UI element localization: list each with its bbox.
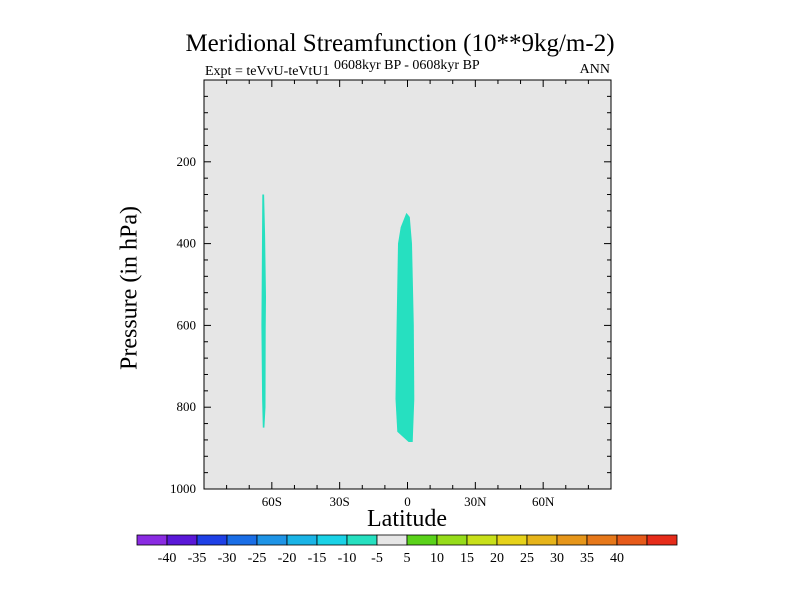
colorbar-swatch: [646, 534, 678, 546]
colorbar-swatch: [406, 534, 438, 546]
chart-title: Meridional Streamfunction (10**9kg/m-2): [185, 30, 615, 57]
colorbar-swatch: [166, 534, 198, 546]
colorbar-swatch: [466, 534, 498, 546]
colorbar-label: -20: [278, 551, 297, 566]
colorbar-swatch: [346, 534, 378, 546]
contour-region-1: [261, 194, 266, 428]
colorbar-swatch: [136, 534, 168, 546]
x-tick-label: 0: [404, 494, 411, 509]
y-tick-label: 1000: [170, 481, 196, 496]
colorbar-swatch: [556, 534, 588, 546]
colorbar-label: -40: [158, 551, 177, 566]
colorbar-label: -25: [248, 551, 267, 566]
colorbar-label: -15: [308, 551, 327, 566]
y-tick-label: 800: [177, 399, 197, 414]
experiment-label: Expt = teVvU-teVtU1: [205, 64, 330, 79]
colorbar-label: -35: [188, 551, 207, 566]
colorbar-label: 25: [520, 551, 534, 566]
colorbar-swatch: [376, 534, 408, 546]
colorbar-swatch: [586, 534, 618, 546]
x-axis-label: Latitude: [367, 506, 447, 532]
colorbar-label: -5: [371, 551, 383, 566]
colorbar-label: 35: [580, 551, 594, 566]
colorbar-label: 20: [490, 551, 504, 566]
x-tick-label: 30S: [330, 494, 350, 509]
x-tick-label: 60N: [532, 494, 555, 509]
colorbar-label: 30: [550, 551, 564, 566]
x-tick-label: 60S: [262, 494, 282, 509]
colorbar-swatch: [316, 534, 348, 546]
period-label: 0608kyr BP - 0608kyr BP: [334, 58, 480, 73]
colorbar-swatch: [256, 534, 288, 546]
colorbar-swatch: [226, 534, 258, 546]
season-label: ANN: [579, 62, 610, 77]
x-tick-label: 30N: [464, 494, 487, 509]
contour-region-2: [395, 212, 415, 442]
y-tick-label: 400: [177, 236, 197, 251]
y-tick-label: 200: [177, 154, 197, 169]
colorbar-label: -10: [338, 551, 357, 566]
colorbar-label: 10: [430, 551, 444, 566]
y-tick-label: 600: [177, 317, 197, 332]
colorbar-swatch: [196, 534, 228, 546]
colorbar-label: 5: [404, 551, 411, 566]
colorbar-swatch: [496, 534, 528, 546]
colorbar-swatch: [286, 534, 318, 546]
colorbar-swatch: [616, 534, 648, 546]
colorbar-label: 40: [610, 551, 624, 566]
colorbar-label: 15: [460, 551, 474, 566]
colorbar-swatch: [526, 534, 558, 546]
colorbar-swatch: [436, 534, 468, 546]
colorbar-label: -30: [218, 551, 237, 566]
